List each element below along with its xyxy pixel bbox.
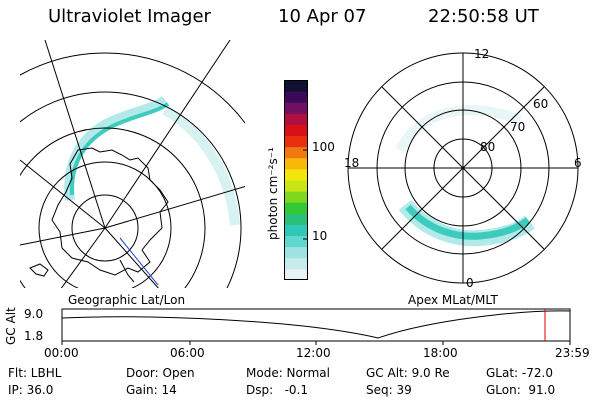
- colorbar-segment: [284, 202, 308, 214]
- colorbar-segment: [284, 157, 308, 170]
- dsp-info: Dsp: -0.1: [246, 383, 309, 397]
- apex-polar-plot: [347, 52, 579, 284]
- observation-time: 22:50:58 UT: [428, 6, 539, 27]
- glon-info: GLon: 91.0: [486, 383, 556, 397]
- colorbar-segment: [284, 246, 308, 259]
- colorbar: [284, 80, 308, 280]
- mode-info: Mode: Normal: [246, 366, 330, 380]
- geographic-caption: Geographic Lat/Lon: [68, 293, 186, 307]
- colorbar-segment: [284, 268, 308, 280]
- colorbar-segment: [284, 113, 308, 125]
- timeline-xtick-1200: 12:00: [296, 346, 331, 360]
- colorbar-segment: [284, 257, 308, 270]
- colorbar-segment: [284, 146, 308, 159]
- colorbar-segment: [284, 91, 308, 103]
- mlt-label-0: 0: [466, 276, 474, 290]
- colorbar-segment: [284, 102, 308, 114]
- timeline-xtick-0000: 00:00: [44, 346, 79, 360]
- gc-alt-info: GC Alt: 9.0 Re: [366, 366, 450, 380]
- colorbar-segment: [284, 168, 308, 181]
- door-info: Door: Open: [126, 366, 195, 380]
- timeline-ytick-9: 9.0: [24, 307, 44, 321]
- colorbar-segment: [284, 124, 308, 137]
- mlt-label-6: 6: [574, 156, 582, 170]
- timeline-ytick-1: 1.8: [24, 329, 44, 343]
- seq-info: Seq: 39: [366, 383, 412, 397]
- timeline-xtick-1800: 18:00: [423, 346, 458, 360]
- colorbar-tick-100: 100: [312, 140, 335, 154]
- ip-info: IP: 36.0: [8, 383, 54, 397]
- colorbar-segment: [284, 213, 308, 225]
- observation-date: 10 Apr 07: [278, 6, 367, 27]
- timeline-xtick-2359: 23:59: [555, 346, 590, 360]
- colorbar-frame: [284, 80, 308, 280]
- filter-info: Flt: LBHL: [8, 366, 62, 380]
- colorbar-segment: [284, 135, 308, 148]
- lat-label-70: 70: [510, 120, 526, 134]
- lat-label-80: 80: [480, 140, 496, 154]
- mlt-label-12: 12: [474, 47, 490, 61]
- instrument-title: Ultraviolet Imager: [48, 6, 211, 27]
- colorbar-segment: [284, 80, 308, 92]
- timeline-xtick-0600: 06:00: [170, 346, 205, 360]
- colorbar-segment: [284, 224, 308, 237]
- apex-caption: Apex MLat/MLT: [408, 293, 498, 307]
- antarctica-outline: [51, 147, 169, 276]
- colorbar-segment: [284, 180, 308, 192]
- colorbar-segment: [284, 235, 308, 248]
- glat-info: GLat: -72.0: [486, 366, 553, 380]
- colorbar-segment: [284, 191, 308, 203]
- lat-label-60: 60: [533, 97, 549, 111]
- gain-info: Gain: 14: [126, 383, 177, 397]
- colorbar-tick-10: 10: [312, 229, 328, 243]
- mlt-label-18: 18: [344, 156, 360, 170]
